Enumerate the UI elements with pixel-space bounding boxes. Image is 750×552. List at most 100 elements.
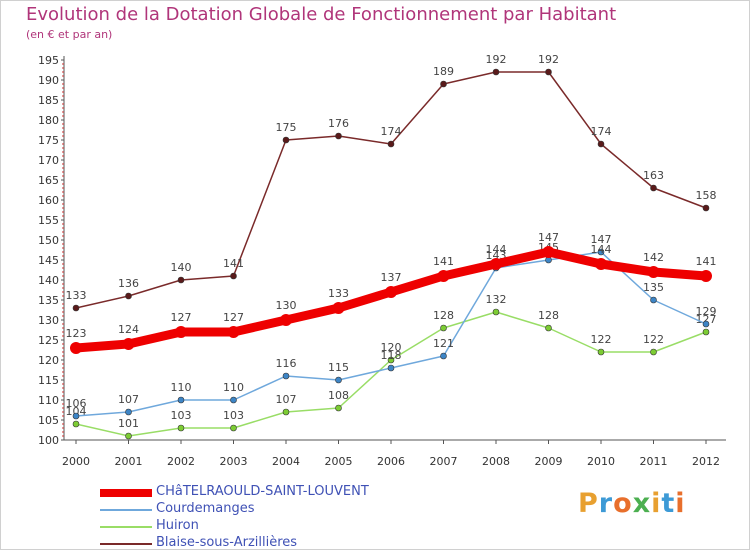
y-tick-label: 125 bbox=[38, 334, 59, 347]
x-tick-label: 2012 bbox=[692, 455, 720, 468]
data-label: 107 bbox=[118, 393, 139, 406]
y-tick-label: 180 bbox=[38, 114, 59, 127]
logo-letter: x bbox=[632, 488, 652, 519]
series-point bbox=[595, 258, 607, 270]
data-label: 141 bbox=[223, 257, 244, 270]
series-point bbox=[175, 326, 187, 338]
y-tick-label: 150 bbox=[38, 234, 59, 247]
data-label: 163 bbox=[643, 169, 664, 182]
data-label: 107 bbox=[276, 393, 297, 406]
logo-letter: r bbox=[598, 488, 614, 519]
data-label: 176 bbox=[328, 117, 349, 130]
series-point bbox=[700, 270, 712, 282]
y-tick-label: 110 bbox=[38, 394, 59, 407]
data-label: 123 bbox=[66, 327, 87, 340]
series-point bbox=[280, 314, 292, 326]
legend-label-blaise: Blaise-sous-Arzillières bbox=[156, 535, 298, 550]
y-tick-label: 170 bbox=[38, 154, 59, 167]
data-label: 118 bbox=[381, 349, 402, 362]
y-tick-label: 145 bbox=[38, 254, 59, 267]
series-point bbox=[177, 424, 185, 432]
proxiti-logo: Proxiti bbox=[578, 488, 686, 519]
y-tick-label: 135 bbox=[38, 294, 59, 307]
series-point bbox=[490, 258, 502, 270]
series-point bbox=[650, 296, 657, 304]
series-point bbox=[177, 276, 185, 284]
data-label: 192 bbox=[538, 53, 559, 66]
series-point bbox=[125, 432, 132, 440]
data-label: 116 bbox=[276, 357, 297, 370]
y-tick-label: 100 bbox=[38, 434, 59, 447]
y-tick-label: 130 bbox=[38, 314, 59, 327]
series-point bbox=[440, 324, 447, 332]
series-point bbox=[492, 308, 500, 316]
data-label: 128 bbox=[433, 309, 454, 322]
chart-title: Evolution de la Dotation Globale de Fonc… bbox=[26, 4, 617, 25]
data-label: 144 bbox=[591, 243, 612, 256]
y-tick-label: 195 bbox=[38, 54, 59, 67]
series-point bbox=[440, 352, 447, 360]
data-label: 175 bbox=[276, 121, 297, 134]
data-label: 136 bbox=[118, 277, 139, 290]
series-point bbox=[335, 132, 342, 140]
series-point bbox=[230, 396, 237, 404]
data-label: 110 bbox=[171, 381, 192, 394]
y-tick-label: 190 bbox=[38, 74, 59, 87]
series-point bbox=[387, 356, 395, 364]
series-point bbox=[72, 420, 80, 428]
data-label: 141 bbox=[696, 255, 717, 268]
y-tick-label: 105 bbox=[38, 414, 59, 427]
data-label: 127 bbox=[696, 313, 717, 326]
series-point bbox=[335, 376, 342, 384]
x-tick-label: 2004 bbox=[272, 455, 300, 468]
series-point bbox=[282, 408, 290, 416]
x-tick-label: 2011 bbox=[640, 455, 668, 468]
y-tick-label: 175 bbox=[38, 134, 59, 147]
x-tick-label: 2006 bbox=[377, 455, 405, 468]
series-point bbox=[335, 404, 342, 412]
chart-subtitle: (en € et par an) bbox=[26, 28, 113, 41]
data-label: 147 bbox=[538, 231, 559, 244]
data-label: 129 bbox=[696, 305, 717, 318]
series-point bbox=[230, 424, 237, 432]
x-tick-label: 2002 bbox=[167, 455, 195, 468]
series-point bbox=[125, 408, 132, 416]
data-label: 135 bbox=[643, 281, 664, 294]
x-tick-label: 2000 bbox=[62, 455, 90, 468]
data-label: 127 bbox=[223, 311, 244, 324]
data-label: 106 bbox=[66, 397, 87, 410]
series-point bbox=[72, 304, 80, 312]
series-point bbox=[332, 302, 345, 314]
x-tick-label: 2005 bbox=[325, 455, 353, 468]
data-label: 137 bbox=[381, 271, 402, 284]
data-label: 130 bbox=[276, 299, 297, 312]
data-label: 142 bbox=[643, 251, 664, 264]
series-point bbox=[545, 324, 552, 332]
legend-label-chatelraould: CHâTELRAOULD-SAINT-LOUVENT bbox=[156, 484, 369, 499]
series-point bbox=[70, 342, 82, 354]
series-point bbox=[542, 246, 555, 258]
legend-swatch-blaise bbox=[100, 543, 152, 545]
series-point bbox=[647, 266, 660, 278]
data-label: 174 bbox=[381, 125, 402, 138]
series-point bbox=[230, 272, 237, 280]
data-label: 140 bbox=[171, 261, 192, 274]
data-label: 122 bbox=[591, 333, 612, 346]
series-point bbox=[702, 204, 710, 212]
series-point bbox=[545, 68, 552, 76]
data-label: 141 bbox=[433, 255, 454, 268]
logo-letter: P bbox=[578, 488, 599, 519]
data-label: 122 bbox=[643, 333, 664, 346]
data-label: 115 bbox=[328, 361, 349, 374]
y-tick-label: 185 bbox=[38, 94, 59, 107]
series-point bbox=[72, 412, 80, 420]
series-point bbox=[282, 372, 290, 380]
series-point bbox=[650, 348, 657, 356]
y-tick-label: 120 bbox=[38, 354, 59, 367]
x-tick-label: 2009 bbox=[535, 455, 563, 468]
y-tick-label: 165 bbox=[38, 174, 59, 187]
series-point bbox=[597, 248, 605, 256]
legend-swatch-huiron bbox=[100, 526, 152, 528]
data-label: 174 bbox=[591, 125, 612, 138]
data-label: 158 bbox=[696, 189, 717, 202]
